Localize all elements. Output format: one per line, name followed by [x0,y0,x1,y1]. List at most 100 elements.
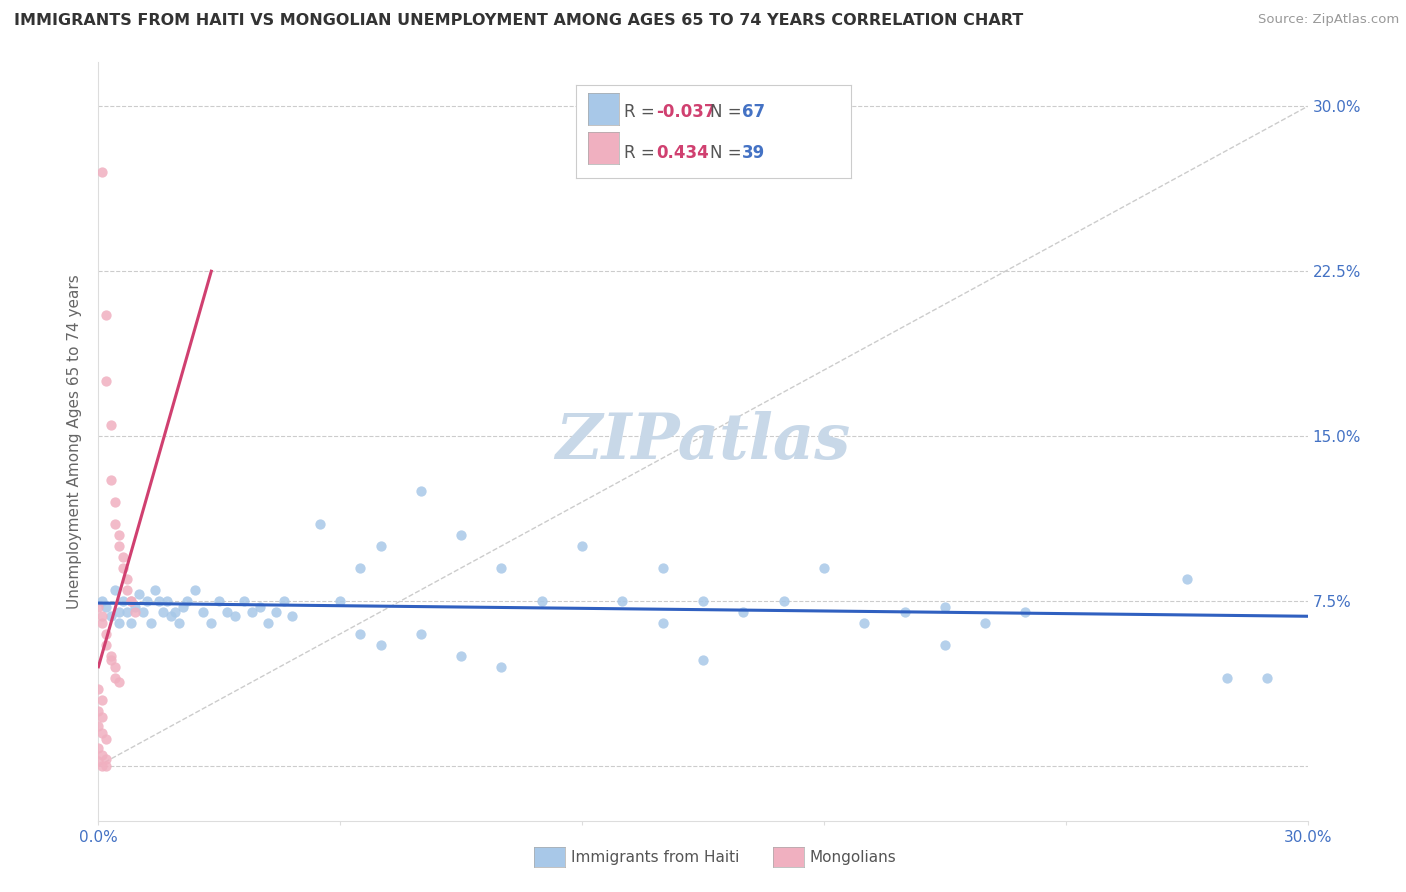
Point [139,615,162,630]
Point [349,627,371,641]
Point [87,681,110,696]
Point [91,710,114,724]
Point [107,675,129,690]
Point [651,561,673,575]
Point [651,615,673,630]
Point [120,615,142,630]
Point [208,594,231,608]
Point [232,594,254,608]
Point [103,516,125,531]
Text: N =: N = [710,103,747,121]
Point [96,638,118,652]
Text: Source: ZipAtlas.com: Source: ZipAtlas.com [1258,13,1399,27]
Point [115,572,138,586]
Point [491,561,513,575]
Point [893,605,915,619]
Point [329,594,352,608]
Point [934,638,956,652]
Text: -0.037: -0.037 [657,103,716,121]
Point [100,653,122,667]
Point [128,587,150,601]
Point [100,473,122,487]
Point [103,671,125,685]
Point [96,758,118,772]
Point [100,648,122,663]
Point [148,594,170,608]
Point [273,594,295,608]
Point [91,747,114,762]
Point [349,561,371,575]
Point [450,528,472,542]
Point [91,609,114,624]
Point [240,605,263,619]
Text: ZIPatlas: ZIPatlas [555,411,851,472]
Point [107,605,129,619]
Point [571,539,593,553]
Point [974,615,997,630]
Point [96,752,118,766]
Point [200,615,222,630]
Point [217,605,239,619]
Point [107,528,129,542]
Point [813,561,835,575]
Text: R =: R = [624,145,665,162]
Point [224,609,246,624]
Text: Mongolians: Mongolians [810,850,897,864]
Point [124,600,146,615]
Point [409,483,432,498]
Point [96,627,118,641]
Point [115,582,138,597]
Point [1216,671,1239,685]
Point [853,615,876,630]
Point [692,594,714,608]
Point [91,165,114,179]
Point [309,516,332,531]
Point [91,758,114,772]
Point [115,605,138,619]
Point [370,539,392,553]
Point [409,627,432,641]
Point [96,732,118,747]
Point [100,609,122,624]
Point [111,561,134,575]
Point [111,549,134,564]
Text: 39: 39 [742,145,766,162]
Point [100,418,122,433]
Point [103,495,125,509]
Point [91,594,114,608]
Point [934,600,956,615]
Text: R =: R = [624,103,661,121]
Point [156,594,179,608]
Point [370,638,392,652]
Point [132,605,155,619]
Point [87,719,110,733]
Point [530,594,553,608]
Text: IMMIGRANTS FROM HAITI VS MONGOLIAN UNEMPLOYMENT AMONG AGES 65 TO 74 YEARS CORREL: IMMIGRANTS FROM HAITI VS MONGOLIAN UNEMP… [14,13,1024,29]
Point [1014,605,1036,619]
Point [120,594,142,608]
Point [193,605,215,619]
Point [107,615,129,630]
Point [733,605,755,619]
Point [1175,572,1198,586]
Text: Immigrants from Haiti: Immigrants from Haiti [571,850,740,864]
Point [256,615,278,630]
Point [163,605,186,619]
Point [124,605,146,619]
Point [120,594,142,608]
Point [107,539,129,553]
Point [96,374,118,388]
Point [167,615,190,630]
Point [176,594,198,608]
Point [143,582,166,597]
Point [87,741,110,756]
Point [152,605,174,619]
Y-axis label: Unemployment Among Ages 65 to 74 years: Unemployment Among Ages 65 to 74 years [67,274,83,609]
Point [91,725,114,739]
Point [135,594,157,608]
Point [160,609,183,624]
Point [1256,671,1278,685]
Point [249,600,271,615]
Point [491,660,513,674]
Point [87,704,110,718]
